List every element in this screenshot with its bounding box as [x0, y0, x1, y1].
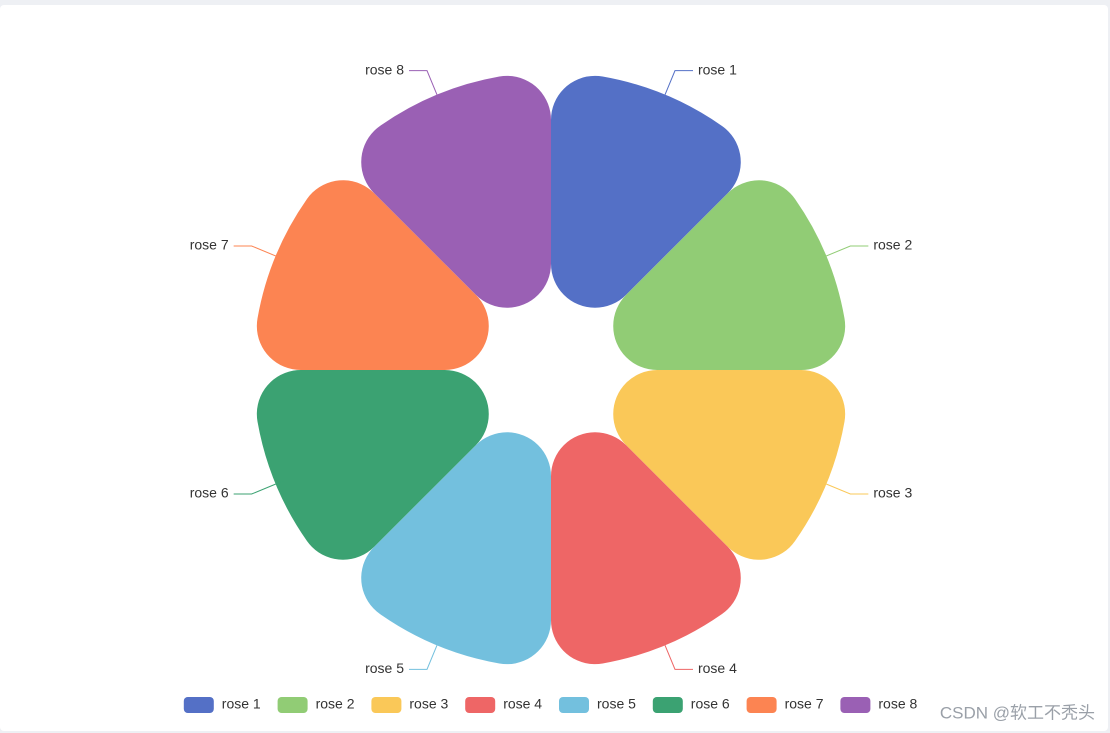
rose-petal: [256, 370, 489, 560]
rose-petal: [551, 75, 741, 308]
legend-swatch: [559, 697, 589, 713]
legend-label: rose 3: [409, 696, 448, 712]
label-line: [818, 480, 869, 495]
label-line: [818, 245, 869, 260]
legend-label: rose 5: [597, 696, 636, 712]
rose-petal: [361, 75, 551, 308]
slice-label: rose 6: [190, 485, 229, 501]
label-line: [233, 480, 284, 495]
slice-label: rose 4: [698, 660, 737, 676]
label-line: [661, 70, 693, 103]
legend-swatch: [371, 697, 402, 713]
legend-label: rose 8: [878, 696, 917, 712]
rose-petal: [361, 432, 551, 665]
slice-label: rose 8: [365, 61, 404, 77]
label-line: [409, 637, 441, 670]
legend-label: rose 2: [316, 696, 355, 712]
legend-swatch: [465, 697, 496, 713]
legend-swatch: [277, 697, 308, 713]
rose-petal: [551, 432, 741, 665]
rose-petal: [613, 370, 846, 560]
label-line: [409, 70, 441, 103]
legend-swatch: [652, 697, 683, 713]
legend-swatch: [183, 697, 214, 713]
slice-label: rose 3: [873, 485, 912, 501]
label-line: [661, 637, 693, 670]
legend-label: rose 6: [691, 696, 730, 712]
legend-swatch: [840, 697, 871, 713]
legend-label: rose 1: [222, 696, 261, 712]
slice-label: rose 1: [698, 61, 737, 77]
watermark: CSDN @软工不秃头: [940, 703, 1095, 722]
legend-label: rose 7: [785, 696, 824, 712]
slice-label: rose 7: [190, 237, 229, 253]
label-line: [233, 245, 284, 260]
rose-petal: [613, 180, 846, 370]
legend-swatch: [746, 697, 777, 713]
legend-label: rose 4: [503, 696, 542, 712]
slice-label: rose 5: [365, 660, 404, 676]
rose-petal: [256, 180, 489, 370]
slice-label: rose 2: [873, 237, 912, 253]
